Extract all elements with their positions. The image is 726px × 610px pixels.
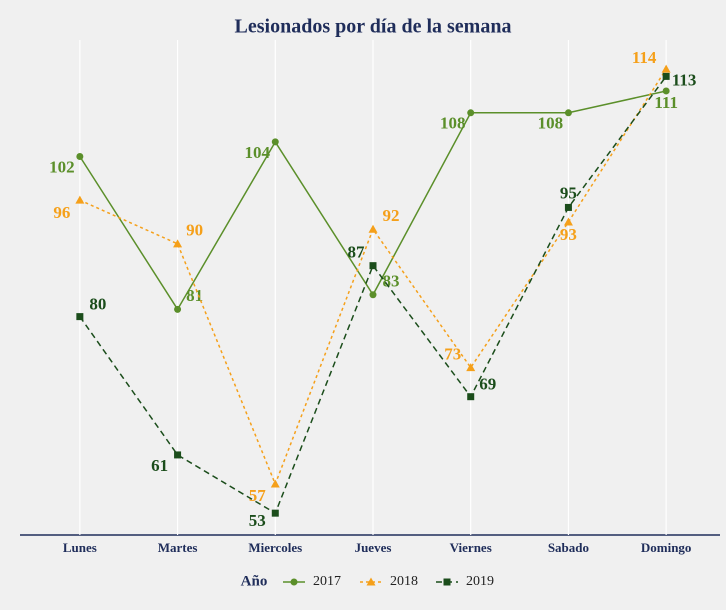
point: [662, 87, 670, 95]
data-label: 113: [672, 70, 697, 89]
chart-title: Lesionados por día de la semana: [235, 16, 512, 38]
x-tick-label: Jueves: [355, 540, 392, 555]
point: [173, 239, 183, 248]
data-label: 61: [151, 456, 168, 475]
point: [369, 262, 377, 270]
data-label: 108: [538, 114, 564, 133]
point: [271, 138, 279, 146]
point: [76, 313, 84, 321]
data-label: 92: [383, 206, 400, 225]
x-tick-label: Domingo: [641, 540, 692, 555]
point: [564, 203, 572, 211]
legend-label: 2018: [390, 574, 418, 589]
point: [270, 479, 280, 488]
point: [563, 217, 573, 226]
point: [366, 577, 376, 586]
legend-label: 2019: [466, 574, 494, 589]
x-tick-label: Lunes: [63, 540, 97, 555]
data-label: 81: [186, 286, 203, 305]
point: [271, 509, 279, 517]
data-label: 69: [479, 375, 496, 394]
x-tick-label: Viernes: [450, 540, 492, 555]
data-label: 53: [249, 511, 266, 530]
point: [466, 363, 476, 372]
point: [661, 64, 671, 73]
x-tick-label: Miercoles: [248, 540, 302, 555]
point: [174, 305, 182, 313]
data-label: 95: [560, 183, 577, 202]
legend-title: Año: [241, 573, 268, 589]
data-label: 111: [654, 93, 678, 112]
data-label: 102: [49, 157, 75, 176]
data-label: 73: [444, 344, 461, 363]
point: [75, 195, 85, 204]
point: [369, 291, 377, 299]
data-label: 90: [186, 221, 203, 240]
point: [564, 109, 572, 117]
data-label: 93: [560, 225, 577, 244]
data-label: 96: [53, 203, 70, 222]
data-label: 57: [249, 486, 267, 505]
point: [662, 72, 670, 80]
point: [174, 451, 182, 459]
data-label: 83: [383, 272, 400, 291]
point: [467, 109, 475, 117]
point: [76, 152, 84, 160]
point: [290, 578, 298, 586]
data-label: 80: [89, 295, 106, 314]
data-label: 104: [245, 143, 271, 162]
data-label: 87: [348, 243, 366, 262]
point: [443, 578, 451, 586]
point: [368, 224, 378, 233]
x-tick-label: Sabado: [548, 540, 589, 555]
legend-label: 2017: [313, 574, 341, 589]
data-label: 114: [632, 48, 657, 67]
data-label: 108: [440, 114, 466, 133]
x-tick-label: Martes: [158, 540, 198, 555]
point: [467, 393, 475, 401]
